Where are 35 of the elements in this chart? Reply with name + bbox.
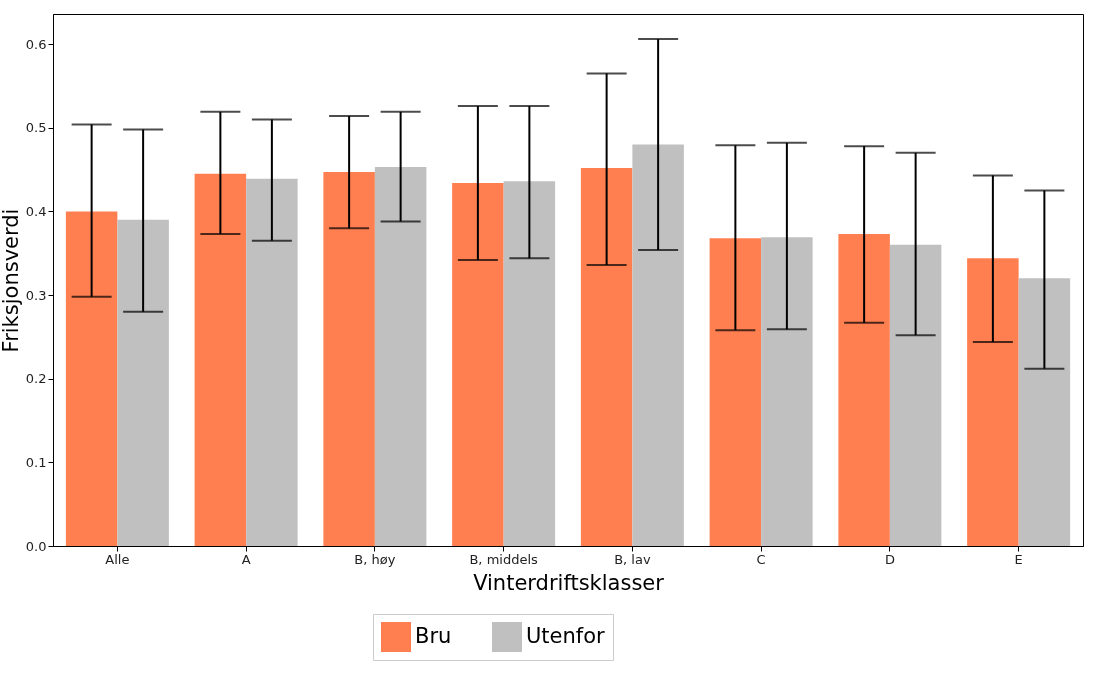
bar [117, 219, 169, 546]
x-tick-label: Alle [105, 551, 130, 567]
y-tick-label: 0.1 [25, 454, 47, 470]
bar [65, 211, 118, 546]
bar [709, 238, 762, 546]
bar [323, 172, 375, 546]
x-tick-label: B, lav [614, 551, 651, 567]
y-axis-title: Friksjonsverdi [0, 208, 23, 353]
legend-label: Utenfor [526, 624, 606, 648]
bar [967, 258, 1019, 546]
x-tick-label: D [884, 551, 895, 567]
bar [838, 233, 890, 546]
y-tick-label: 0.3 [25, 287, 47, 303]
bar [761, 237, 813, 546]
y-tick-label: 0.0 [25, 538, 47, 554]
bar [194, 173, 247, 546]
bar [889, 244, 942, 546]
bar [374, 167, 427, 546]
bar [1018, 278, 1071, 546]
legend-label: Bru [415, 624, 452, 648]
bar [632, 144, 684, 546]
x-tick-label: A [241, 551, 251, 567]
x-tick-label: B, høy [354, 551, 396, 567]
x-axis-title: Vinterdriftsklasser [473, 570, 665, 595]
y-tick-label: 0.4 [25, 203, 47, 219]
x-tick-label: C [756, 551, 766, 567]
x-tick-label: B, middels [469, 551, 539, 567]
x-tick-label: E [1014, 551, 1023, 567]
y-tick-label: 0.6 [25, 36, 47, 52]
y-tick-label: 0.2 [25, 371, 47, 387]
bar [246, 178, 298, 546]
bar [503, 181, 556, 546]
bar [580, 167, 633, 546]
y-tick-label: 0.5 [25, 120, 47, 136]
bar [452, 182, 504, 546]
